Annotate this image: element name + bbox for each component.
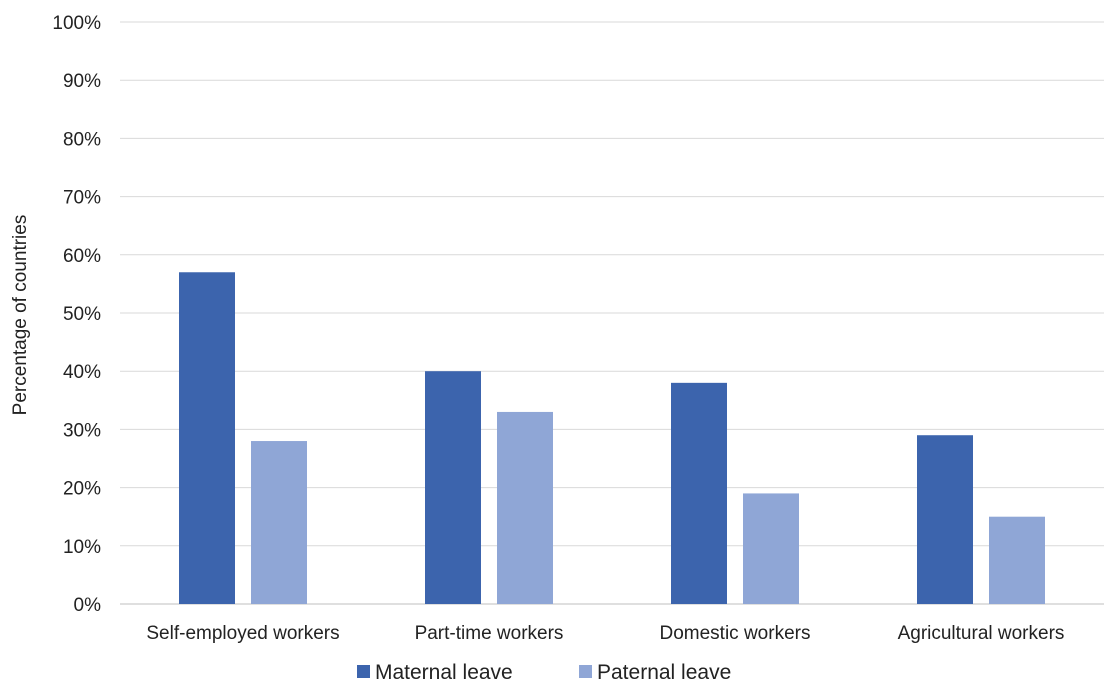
bar-maternal-leave — [671, 382, 727, 604]
y-tick-label: 50% — [63, 304, 101, 325]
y-tick-label: 0% — [74, 595, 102, 616]
y-tick-label: 60% — [63, 246, 101, 267]
x-axis-categories: Self-employed workers Part-time workers Do… — [146, 623, 1064, 644]
y-tick-label: 100% — [52, 13, 101, 34]
legend-swatch — [579, 665, 592, 678]
y-tick-label: 10% — [63, 537, 101, 558]
y-tick-label: 90% — [63, 71, 101, 92]
legend-label: Maternal leave — [375, 661, 513, 684]
x-category-label: Agricultural workers — [898, 623, 1065, 644]
x-category-label: Self-employed workers — [146, 623, 339, 644]
bar-paternal-leave — [497, 411, 553, 604]
y-tick-label: 30% — [63, 420, 101, 441]
legend-swatch — [357, 665, 370, 678]
bar-paternal-leave — [251, 441, 307, 604]
x-category-label: Domestic workers — [660, 623, 811, 644]
y-tick-label: 20% — [63, 479, 101, 500]
y-axis-title: Percentage of countries — [10, 215, 31, 416]
bars — [179, 272, 1045, 604]
y-tick-label: 70% — [63, 188, 101, 209]
bar-maternal-leave — [425, 371, 481, 604]
bar-paternal-leave — [743, 493, 799, 604]
bar-maternal-leave — [917, 435, 973, 604]
legend-label: Paternal leave — [597, 661, 731, 684]
bar-paternal-leave — [989, 516, 1045, 604]
y-axis-ticks: 0% 10% 20% 30% 40% 50% 60% 70% 80% 90% 100% — [52, 13, 101, 616]
x-category-label: Part-time workers — [415, 623, 564, 644]
y-tick-label: 40% — [63, 362, 101, 383]
bar-maternal-leave — [179, 272, 235, 604]
y-tick-label: 80% — [63, 129, 101, 150]
legend: Maternal leave Paternal leave — [357, 661, 731, 684]
